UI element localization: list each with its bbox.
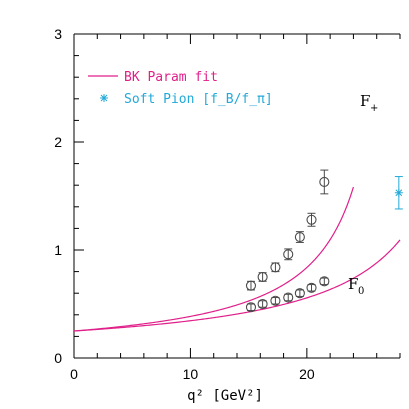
data-point [306,282,317,293]
svg-text:F: F [360,92,370,110]
axis-ticks: 0 1 2 3 0 10 20 [54,26,401,382]
x-tick-label: 20 [299,366,315,382]
svg-text:F: F [348,275,358,293]
data-point [283,292,294,303]
data-point [270,295,281,306]
soft-pion-marker [394,176,403,210]
data-points [245,169,330,313]
data-point [245,302,257,313]
legend-soft-pion-asterisk-icon [100,94,108,102]
x-axis-label: q² [GeV²] [187,388,263,404]
soft-pion-point [395,189,403,197]
fit-curve-f-plus [73,186,355,332]
fit-curve-f-zero [73,239,401,332]
data-point [245,280,257,291]
x-tick-label: 10 [183,366,199,382]
data-point [283,249,294,260]
y-tick-label: 2 [54,134,62,150]
data-point [257,298,268,310]
y-tick-label: 1 [54,242,62,258]
curve-label-f-zero: F 0 [348,275,364,297]
data-point [294,231,305,243]
data-point [257,271,268,283]
legend: BK Param fit Soft Pion [f_B/f_π] [88,70,273,107]
curve-label-f-plus: F + [360,92,378,114]
svg-text:+: + [370,103,378,114]
fit-curves [73,186,401,332]
data-point [319,176,330,188]
data-point [270,262,281,273]
data-point [306,214,317,225]
x-tick-label: 0 [70,366,78,382]
data-point [319,276,330,287]
y-tick-label: 0 [54,350,62,366]
y-tick-label: 3 [54,26,62,42]
data-point [294,288,305,299]
svg-text:0: 0 [358,286,364,297]
legend-soft-pion-label: Soft Pion [f_B/f_π] [124,92,273,107]
legend-fit-label: BK Param fit [124,70,218,85]
